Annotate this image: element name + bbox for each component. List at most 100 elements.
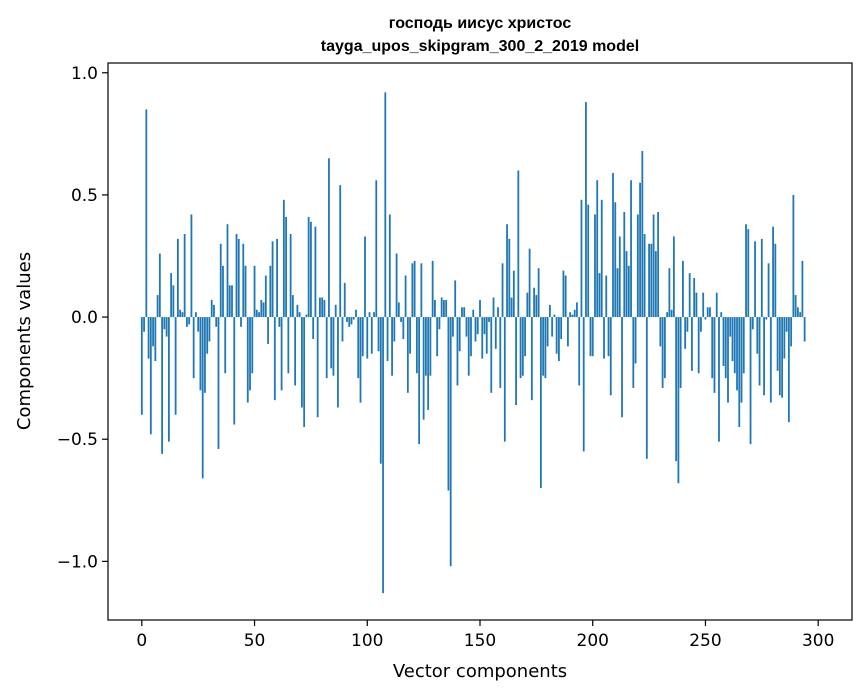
bar [594,214,596,318]
bar [632,317,635,388]
bar [325,317,328,379]
bar [447,317,450,491]
bar [544,317,547,379]
bar [616,268,619,318]
bar [508,238,511,318]
bar [436,317,439,357]
x-tick-label: 100 [351,631,383,651]
bar [481,317,484,359]
bar [517,170,520,318]
bar [679,317,682,388]
bar [630,180,632,318]
bar [172,285,175,318]
bar [709,307,711,318]
bar [397,302,400,318]
bar [591,317,594,357]
bar [438,317,441,330]
bar [357,317,360,379]
bar [661,317,664,388]
bar [276,238,278,318]
bar [625,251,628,318]
bar [774,243,777,318]
bar [393,317,396,342]
bar [242,243,245,318]
bar [801,260,804,318]
bar [472,309,475,318]
bar [285,216,288,318]
bar [612,172,614,318]
bar [485,317,488,354]
bar [287,317,290,374]
bar [528,248,531,318]
bar [314,226,317,318]
bar [149,317,152,435]
y-axis: −1.0 −0.5 0.0 0.5 1.0 [57,64,108,572]
bar [294,317,297,386]
bar [145,109,148,318]
bar [463,307,466,318]
bar [454,280,457,318]
bar [623,212,626,318]
bar [567,317,569,347]
bar [785,317,788,332]
bar [562,270,565,318]
bar [348,317,351,327]
bar [582,317,585,452]
bar [693,277,696,318]
bar [341,317,344,342]
bar [470,317,472,357]
bar [711,317,714,379]
bar [382,317,384,594]
bar [237,238,240,318]
bar [282,199,285,318]
bar [666,312,669,318]
bar [530,317,533,401]
bar [526,292,529,318]
bar [546,317,549,347]
bar [226,224,229,318]
bar [388,214,391,318]
bar [413,260,416,318]
x-tick-label: 200 [577,631,609,651]
bar [328,158,330,318]
bar [600,199,603,318]
bar [269,265,272,318]
chart-subtitle: tayga_upos_skipgram_300_2_2019 model [321,38,639,55]
bar [176,238,179,318]
bar [609,317,612,396]
bar [605,275,608,318]
bar [391,317,393,376]
bar [803,317,806,342]
bar [492,297,495,318]
bar [596,180,599,318]
bar [262,302,265,318]
bar [215,317,218,327]
bar [731,317,734,362]
bar [253,265,256,318]
bar [163,317,166,330]
bar [607,317,610,357]
bar [222,265,224,318]
bar [280,317,283,391]
bar [296,304,299,318]
bar [264,275,267,318]
bar [799,312,802,318]
bar [197,317,200,332]
bar [307,216,310,318]
bar [443,299,445,318]
bar [255,309,258,318]
bar [618,236,621,318]
bar [213,304,215,318]
bar [364,236,366,318]
bar [319,297,321,318]
bar [402,317,405,340]
bar [578,317,581,386]
bar [758,317,761,386]
bar [373,312,375,318]
bar [720,312,723,318]
bar [231,285,233,318]
bar [524,317,526,357]
bar [384,92,387,318]
bar [571,314,574,318]
